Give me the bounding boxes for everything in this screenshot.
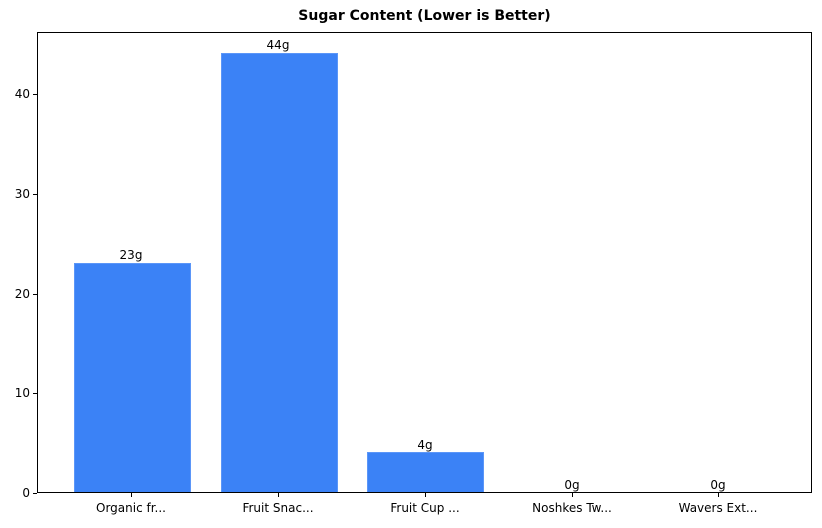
chart-title: Sugar Content (Lower is Better) (298, 8, 551, 24)
bar-fruit-snac (221, 53, 338, 492)
x-tick-label: Noshkes Tw... (532, 501, 612, 515)
plot-area (37, 32, 812, 493)
bar-value-label: 44g (266, 38, 290, 52)
y-tick-label: 30 (14, 187, 30, 201)
bar-organic-fr (74, 263, 191, 492)
x-tick-label: Fruit Cup ... (390, 501, 460, 515)
bar-fruit-cup (367, 452, 484, 492)
y-tick-mark (33, 493, 37, 494)
y-tick-label: 0 (22, 486, 30, 500)
x-tick-mark (131, 493, 132, 497)
y-tick-mark (33, 294, 37, 295)
y-tick-mark (33, 94, 37, 95)
x-tick-mark (718, 493, 719, 497)
y-tick-mark (33, 393, 37, 394)
bar-value-label: 0g (564, 478, 580, 492)
bar-value-label: 23g (119, 248, 143, 262)
y-tick-mark (33, 194, 37, 195)
x-tick-label: Fruit Snac... (242, 501, 314, 515)
y-tick-label: 10 (14, 386, 30, 400)
x-tick-label: Organic fr... (96, 501, 166, 515)
x-tick-label: Wavers Ext... (678, 501, 758, 515)
x-tick-mark (278, 493, 279, 497)
y-tick-label: 40 (14, 87, 30, 101)
x-tick-mark (425, 493, 426, 497)
x-tick-mark (572, 493, 573, 497)
bar-value-label: 4g (417, 438, 433, 452)
y-tick-label: 20 (14, 287, 30, 301)
bar-value-label: 0g (710, 478, 726, 492)
